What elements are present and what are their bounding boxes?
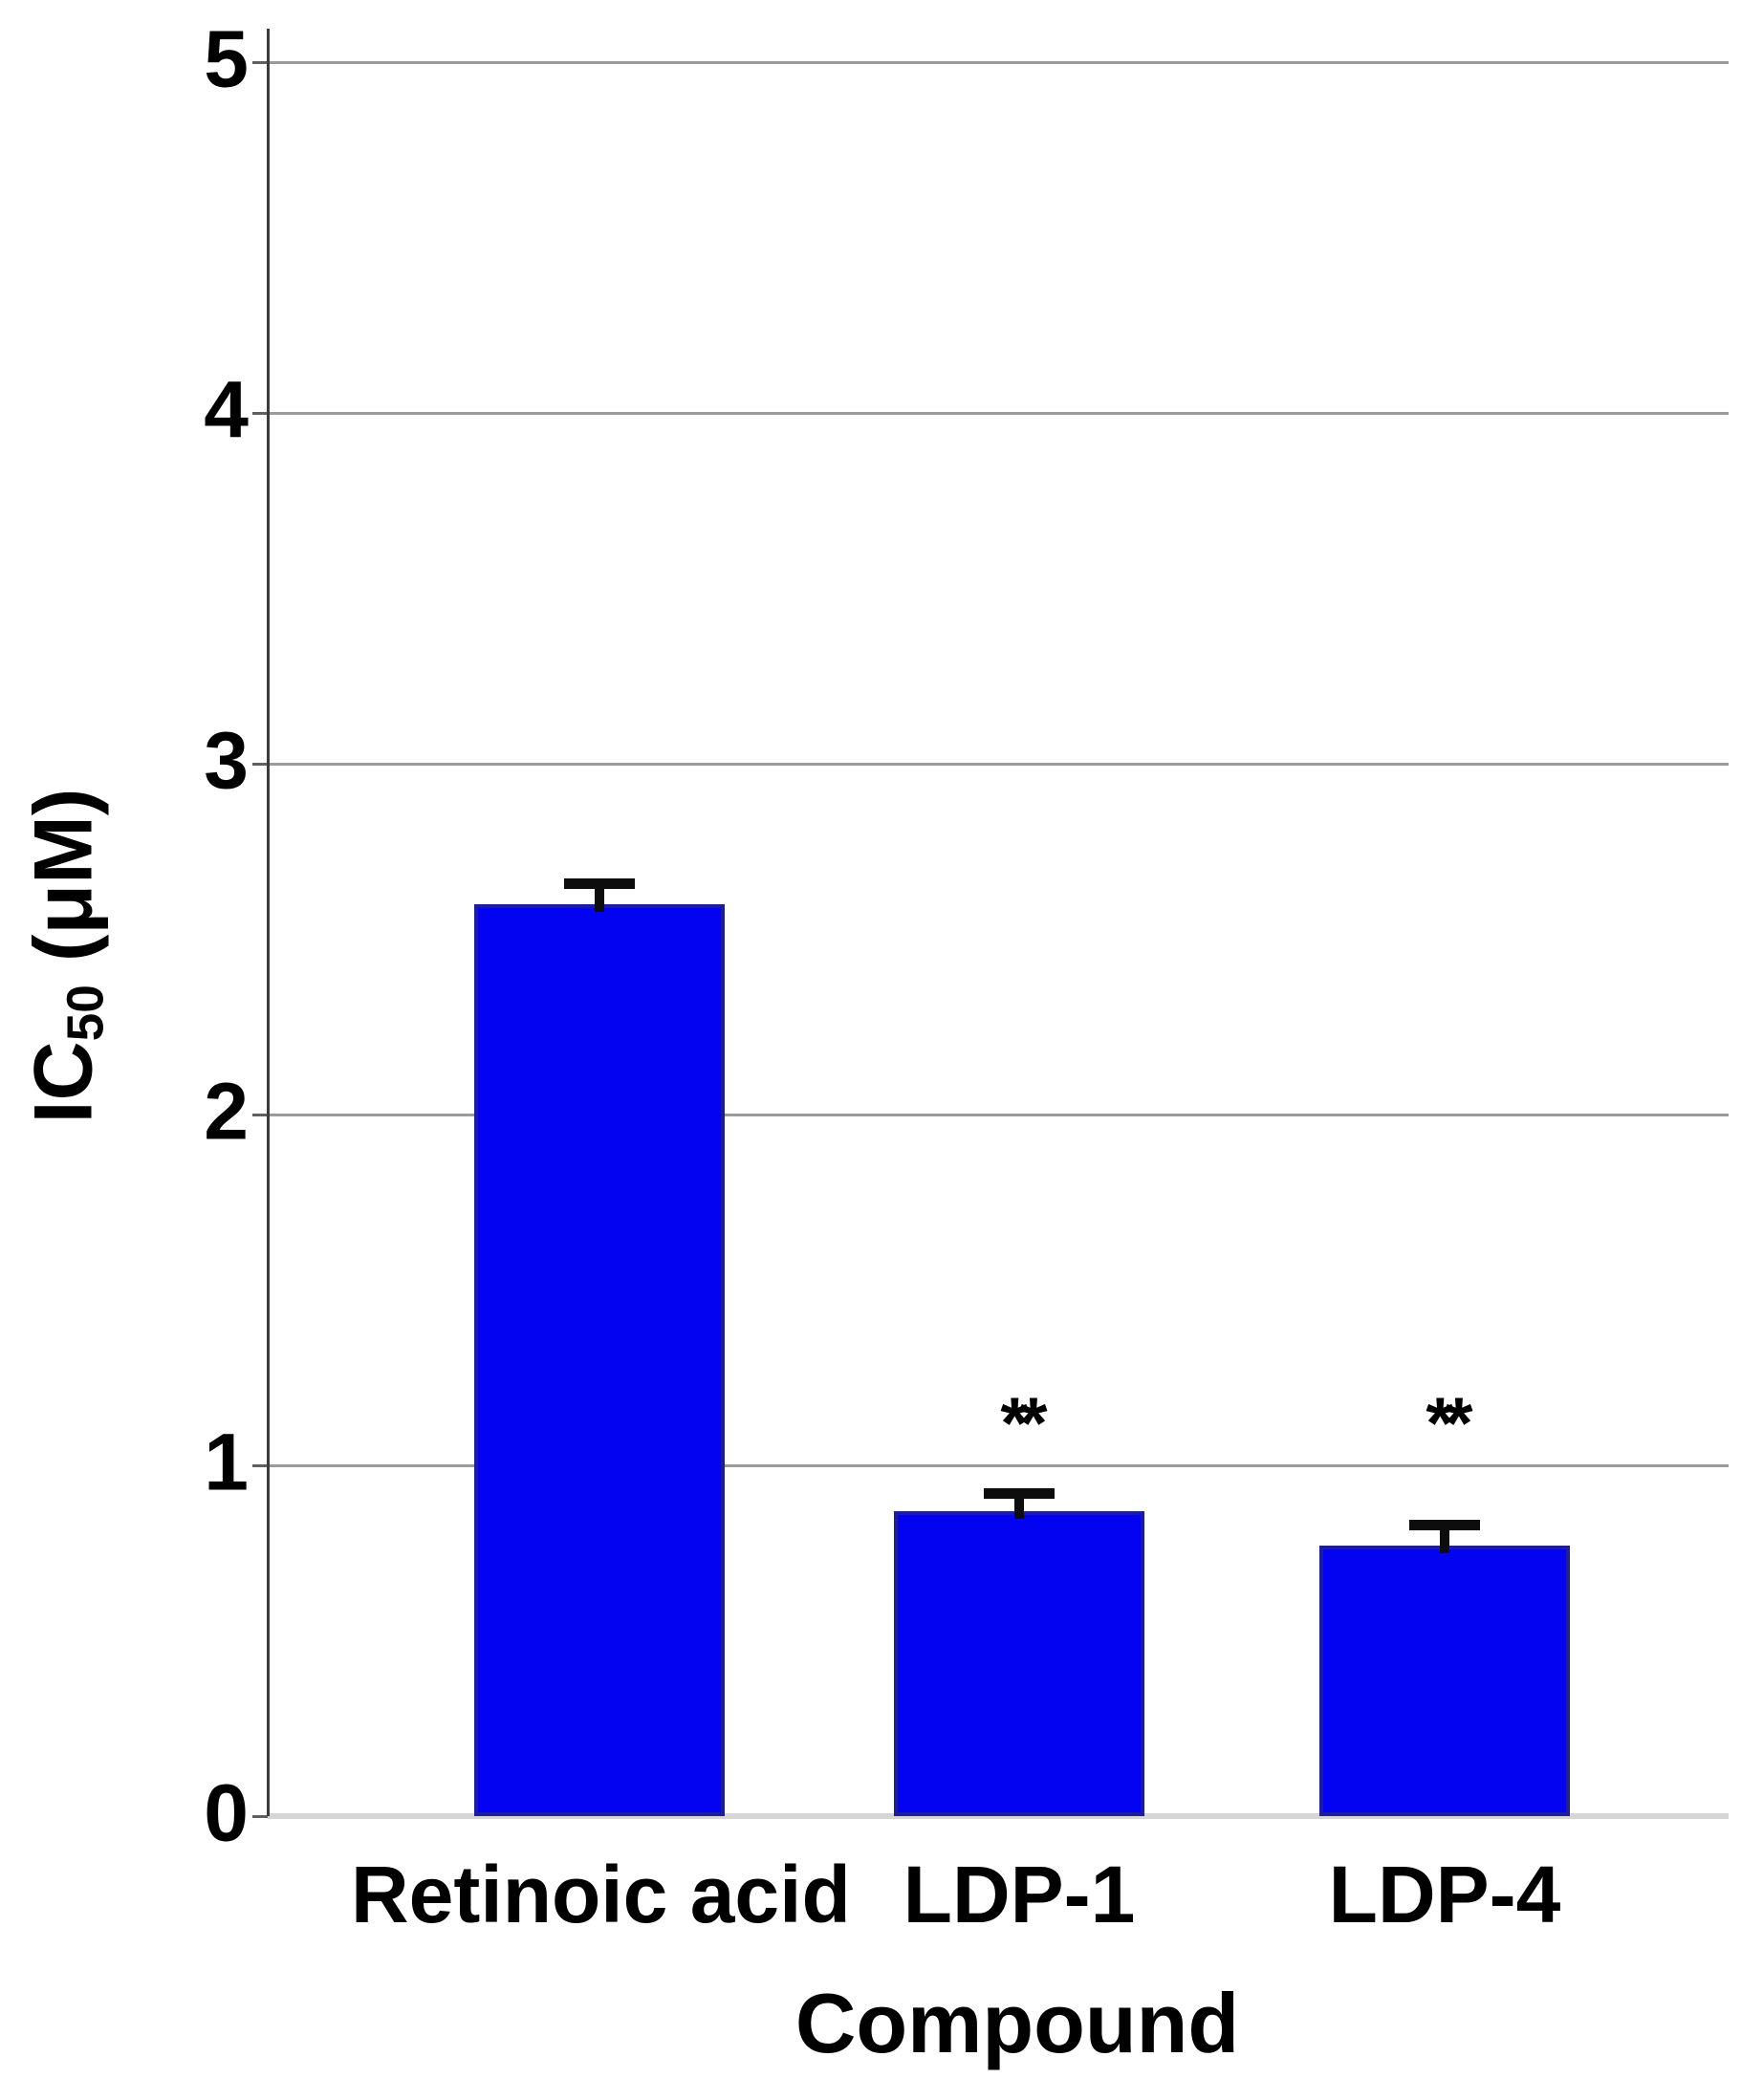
y-tick-label-4: 4 bbox=[204, 364, 249, 455]
x-axis-title: Compound bbox=[794, 1976, 1240, 2070]
y-tick-mark-1 bbox=[252, 1464, 268, 1467]
significance-marker-ldp-1: ** bbox=[1000, 1383, 1047, 1464]
y-axis-title-prefix: IC bbox=[17, 1041, 110, 1124]
error-bar-cap-ldp-1 bbox=[984, 1487, 1055, 1499]
y-tick-mark-0 bbox=[252, 1815, 268, 1818]
y-tick-label-3: 3 bbox=[204, 715, 249, 806]
bar-ldp-4 bbox=[1319, 1546, 1570, 1816]
gridline-y3 bbox=[268, 763, 1729, 766]
error-bar-stem-retinoic-acid bbox=[595, 883, 604, 912]
error-bar-stem-ldp-1 bbox=[1014, 1493, 1024, 1519]
y-tick-mark-3 bbox=[252, 763, 268, 766]
gridline-y1 bbox=[268, 1464, 1729, 1467]
y-axis-title-subscript: 50 bbox=[57, 985, 115, 1042]
y-tick-mark-5 bbox=[252, 61, 268, 64]
bar-retinoic-acid bbox=[474, 904, 725, 1816]
y-axis-line bbox=[267, 29, 270, 1816]
error-bar-stem-ldp-4 bbox=[1440, 1525, 1449, 1553]
y-tick-label-2: 2 bbox=[204, 1066, 249, 1157]
gridline-y2 bbox=[268, 1114, 1729, 1116]
y-tick-label-0: 0 bbox=[204, 1767, 249, 1858]
gridline-y5 bbox=[268, 61, 1729, 64]
y-tick-mark-2 bbox=[252, 1114, 268, 1116]
y-tick-label-1: 1 bbox=[204, 1417, 249, 1507]
bar-ldp-1 bbox=[894, 1511, 1144, 1816]
y-axis-title: IC50 (μM) bbox=[17, 788, 115, 1124]
x-axis-baseline bbox=[268, 1813, 1729, 1819]
gridline-y4 bbox=[268, 412, 1729, 415]
y-tick-mark-4 bbox=[252, 412, 268, 415]
x-tick-label-ldp-4: LDP-4 bbox=[1328, 1850, 1561, 1939]
x-tick-label-retinoic-acid: Retinoic acid bbox=[351, 1850, 851, 1939]
x-tick-label-ldp-1: LDP-1 bbox=[903, 1850, 1136, 1939]
error-bar-cap-ldp-4 bbox=[1409, 1519, 1480, 1530]
y-tick-label-5: 5 bbox=[204, 13, 249, 104]
significance-marker-ldp-4: ** bbox=[1426, 1383, 1472, 1464]
error-bar-cap-retinoic-acid bbox=[564, 877, 635, 889]
y-axis-title-suffix: (μM) bbox=[17, 788, 110, 985]
